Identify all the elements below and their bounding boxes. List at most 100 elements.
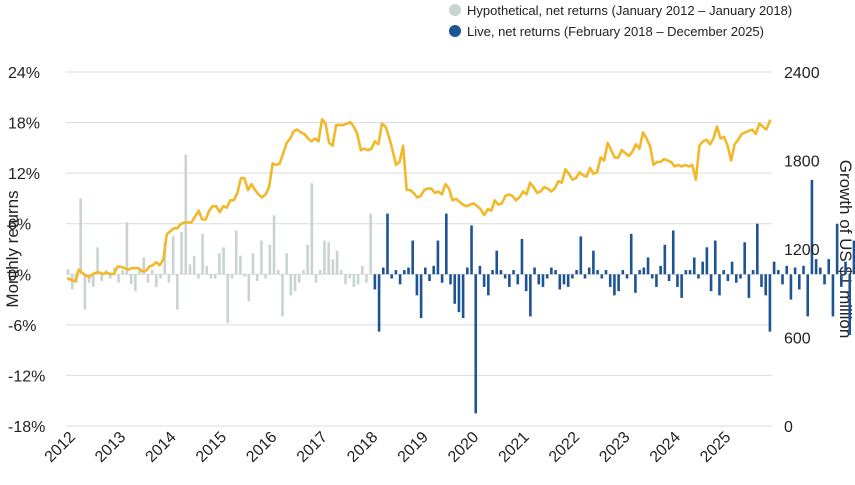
bar-live — [562, 274, 566, 285]
growth-line-path — [66, 117, 772, 283]
right-axis-title: Growth of US $1 million — [836, 160, 855, 339]
bar-hypothetical — [96, 247, 99, 275]
bar-hypothetical — [323, 240, 326, 275]
bar-hypothetical — [83, 274, 87, 310]
bar-live — [445, 213, 448, 275]
bar-live — [415, 274, 419, 296]
bar-live — [491, 270, 494, 275]
bar-live — [474, 274, 478, 414]
bar-hypothetical — [314, 274, 318, 283]
bar-hypothetical — [369, 213, 372, 275]
bar-live — [659, 265, 662, 275]
legend-item-hypothetical: Hypothetical, net returns (January 2012 … — [449, 3, 792, 18]
bar-hypothetical — [268, 244, 272, 275]
bar-live — [671, 230, 675, 275]
bar-hypothetical — [344, 274, 347, 285]
y-left-tick-label: 24% — [8, 65, 40, 82]
bar-hypothetical — [188, 264, 192, 275]
bar-live — [785, 265, 789, 275]
legend-marker-live — [449, 25, 461, 37]
bar-hypothetical — [218, 253, 221, 275]
bar-hypothetical — [66, 269, 70, 275]
y-left-tick-label: -18% — [8, 419, 45, 436]
bar-hypothetical — [348, 274, 351, 279]
bar-hypothetical — [138, 270, 141, 275]
legend: Hypothetical, net returns (January 2012 … — [449, 3, 792, 39]
bar-live — [390, 274, 393, 279]
bar-live — [814, 259, 818, 275]
bar-hypothetical — [176, 274, 179, 310]
bar-live — [566, 274, 570, 287]
growth-line — [66, 117, 772, 283]
bar-live — [613, 274, 616, 296]
bar-hypothetical — [310, 183, 314, 275]
bar-live — [461, 274, 465, 319]
bar-live — [516, 274, 520, 285]
bar-live — [709, 274, 713, 292]
bar-live — [730, 261, 734, 275]
bar-live — [571, 274, 574, 279]
x-tick-label: 2021 — [495, 429, 532, 466]
bar-live — [575, 270, 578, 275]
bar-hypothetical — [239, 255, 242, 275]
bar-hypothetical — [146, 274, 150, 283]
bar-live — [806, 274, 810, 317]
bar-hypothetical — [339, 270, 343, 275]
bar-live — [718, 274, 721, 296]
y-right-tick-label: 2400 — [784, 65, 820, 82]
bar-hypothetical — [125, 222, 129, 275]
bar-hypothetical — [297, 274, 301, 283]
x-tick-label: 2014 — [142, 429, 179, 466]
x-tick-label: 2017 — [294, 429, 331, 466]
bar-live — [646, 257, 650, 275]
bar-live — [676, 274, 679, 287]
y-left-tick-label: 18% — [8, 116, 40, 133]
bar-hypothetical — [243, 274, 246, 277]
bar-hypothetical — [117, 274, 120, 283]
bar-live — [554, 270, 557, 275]
bar-live — [583, 274, 587, 279]
bar-live — [436, 240, 440, 275]
bar-hypothetical — [201, 233, 204, 275]
bar-hypothetical — [222, 247, 225, 275]
bar-hypothetical — [87, 274, 91, 283]
bar-live — [579, 236, 583, 275]
bar-hypothetical — [331, 259, 335, 275]
bar-hypothetical — [142, 257, 146, 275]
left-axis-title: Monthly returns — [3, 190, 22, 307]
bar-hypothetical — [356, 274, 360, 285]
bar-hypothetical — [226, 274, 230, 324]
bar-live — [398, 274, 402, 285]
bar-live — [701, 261, 704, 275]
bar-live — [558, 274, 562, 290]
bar-live — [621, 270, 625, 275]
bar-live — [772, 261, 776, 275]
bar-hypothetical — [230, 274, 234, 279]
bar-live — [520, 238, 524, 275]
bar-live — [457, 274, 461, 313]
bar-live — [508, 274, 511, 287]
y-right-tick-label: 600 — [784, 331, 811, 348]
bar-live — [499, 270, 503, 275]
bar-hypothetical — [155, 274, 158, 287]
bar-hypothetical — [92, 274, 95, 287]
bar-live — [802, 265, 805, 275]
bar-live — [394, 270, 398, 275]
bar-live — [550, 267, 553, 275]
bar-live — [793, 267, 797, 275]
bar-hypothetical — [285, 253, 288, 275]
bar-live — [407, 267, 410, 275]
bar-hypothetical — [276, 270, 280, 275]
bar-live — [377, 274, 381, 332]
bar-hypothetical — [264, 274, 267, 279]
bar-live — [617, 274, 620, 292]
bar-hypothetical — [108, 274, 112, 279]
bar-live — [781, 274, 784, 285]
x-tick-label: 2023 — [596, 429, 633, 466]
x-tick-label: 2013 — [92, 429, 129, 466]
bar-live — [533, 267, 536, 275]
bar-hypothetical — [234, 230, 238, 275]
bar-live — [697, 274, 700, 279]
bar-hypothetical — [302, 270, 305, 275]
